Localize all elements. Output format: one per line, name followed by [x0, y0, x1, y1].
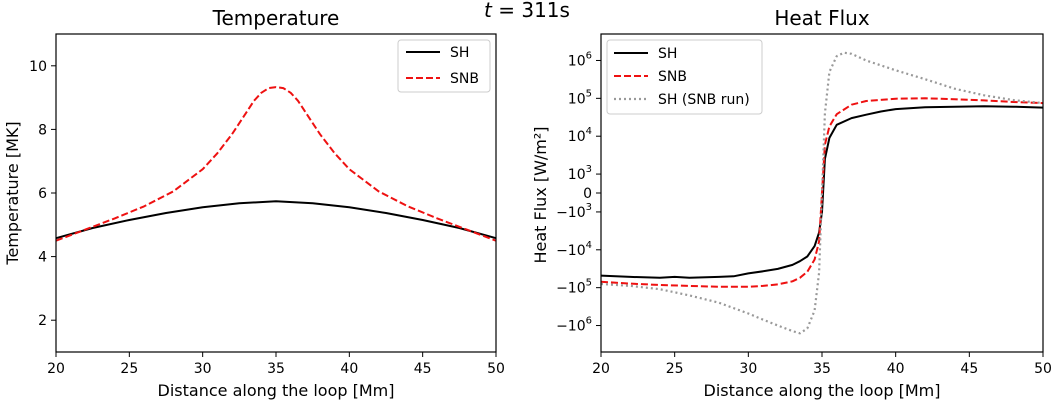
x-tick-label: 40	[887, 361, 905, 377]
heatflux-title: Heat Flux	[774, 6, 870, 30]
figure-suptitle: t = 311s	[484, 0, 570, 22]
y-tick-label: 106	[568, 50, 592, 69]
x-tick-label: 30	[194, 361, 212, 377]
series-line-sh	[55, 200, 497, 240]
temperature-legend: SH SNB	[397, 39, 491, 93]
y-tick-label: 4	[38, 250, 47, 266]
temperature-panel: Temperature 20 25 30 35 40 45 50 2 4 6 8 10 Distanc…	[3, 6, 505, 400]
temperature-plot-frame	[55, 33, 497, 353]
temperature-xlabel: Distance along the loop [Mm]	[158, 381, 395, 400]
temperature-ylabel: Temperature [MK]	[3, 121, 22, 265]
x-tick-label: 25	[666, 361, 684, 377]
heatflux-panel: Heat Flux 20 25 30 35 40 45 501061051041030−10…	[531, 6, 1052, 400]
heatflux-legend: SH SNB SH (SNB run)	[606, 39, 763, 115]
legend-label-snb: SNB	[450, 71, 479, 87]
x-tick-label: 50	[487, 361, 505, 377]
x-tick-label: 40	[340, 361, 358, 377]
y-tick-label: −106	[556, 316, 592, 335]
legend-label-sh-snb-run: SH (SNB run)	[658, 92, 750, 108]
heatflux-plot-frame	[600, 33, 1044, 353]
y-tick-label: 10	[29, 59, 47, 75]
x-tick-label: 20	[47, 361, 65, 377]
x-tick-label: 35	[813, 361, 831, 377]
y-tick-label: 104	[568, 126, 592, 145]
y-tick-label: 6	[38, 186, 47, 202]
series-line-snb	[55, 86, 497, 242]
y-tick-label: −104	[556, 240, 592, 259]
x-tick-label: 25	[120, 361, 138, 377]
y-tick-label: 0	[583, 186, 592, 202]
y-tick-label: −105	[556, 278, 592, 297]
y-tick-label: 103	[568, 164, 592, 183]
x-tick-label: 30	[739, 361, 757, 377]
x-tick-label: 35	[267, 361, 285, 377]
legend-label-sh: SH	[658, 46, 677, 62]
series-line-snb	[600, 97, 1044, 288]
heatflux-xlabel: Distance along the loop [Mm]	[704, 381, 941, 400]
heatflux-legend-box	[606, 39, 763, 115]
x-tick-label: 50	[1034, 361, 1052, 377]
y-tick-label: 2	[38, 313, 47, 329]
y-tick-label: −103	[556, 202, 592, 221]
temperature-title: Temperature	[212, 6, 340, 30]
y-tick-label: 105	[568, 88, 592, 107]
x-tick-label: 20	[592, 361, 610, 377]
series-line-sh	[600, 105, 1044, 279]
legend-label-sh: SH	[450, 45, 469, 61]
legend-label-snb: SNB	[658, 69, 687, 85]
heatflux-ylabel: Heat Flux [W/m²]	[531, 126, 550, 263]
x-tick-label: 45	[960, 361, 978, 377]
x-tick-label: 45	[414, 361, 432, 377]
y-tick-label: 8	[38, 122, 47, 138]
